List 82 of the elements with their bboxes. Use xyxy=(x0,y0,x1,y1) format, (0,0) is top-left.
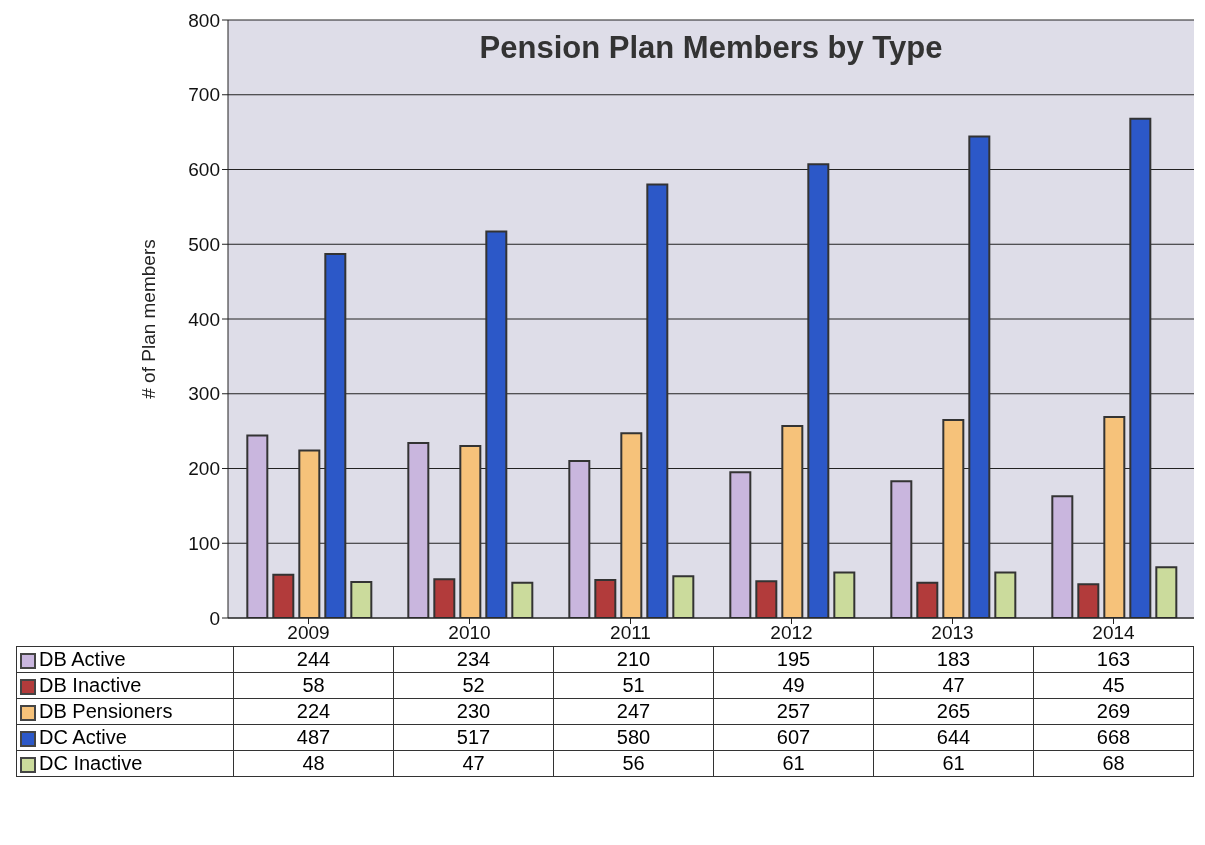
y-tick-label: 600 xyxy=(188,159,220,181)
bar xyxy=(1077,583,1100,618)
y-tick-label: 0 xyxy=(209,607,220,629)
data-label: 224 xyxy=(233,698,394,725)
data-label: 49 xyxy=(713,672,874,699)
data-label: 163 xyxy=(1033,646,1194,673)
x-tick-label: 2010 xyxy=(448,622,491,644)
bar xyxy=(916,581,939,618)
bar xyxy=(511,581,534,618)
bar xyxy=(1129,117,1152,618)
bar xyxy=(433,578,456,618)
data-label: 68 xyxy=(1033,750,1194,777)
y-axis-title: # of Plan members xyxy=(137,239,159,399)
y-tick-label: 200 xyxy=(188,458,220,480)
data-label: 234 xyxy=(393,646,554,673)
bar xyxy=(350,581,373,618)
data-label: 230 xyxy=(393,698,554,725)
chart-title: Pension Plan Members by Type xyxy=(478,30,944,66)
data-label: 247 xyxy=(553,698,714,725)
data-label: 183 xyxy=(873,646,1034,673)
data-label: 487 xyxy=(233,724,394,751)
bar xyxy=(646,183,669,618)
legend-label: DB Active xyxy=(16,646,234,673)
y-tick-label: 800 xyxy=(188,9,220,31)
data-label: 265 xyxy=(873,698,1034,725)
bar xyxy=(324,252,347,618)
bar xyxy=(407,442,430,618)
data-label: 210 xyxy=(553,646,714,673)
y-tick-label: 400 xyxy=(188,308,220,330)
data-label: 61 xyxy=(713,750,874,777)
bar xyxy=(459,445,482,618)
x-tick-label: 2013 xyxy=(931,622,974,644)
y-tick-label: 300 xyxy=(188,383,220,405)
bar xyxy=(246,434,269,618)
bar xyxy=(755,580,778,618)
bar xyxy=(1051,495,1074,618)
bar xyxy=(729,471,752,618)
data-label: 195 xyxy=(713,646,874,673)
data-label: 58 xyxy=(233,672,394,699)
bar xyxy=(968,135,991,618)
data-label: 48 xyxy=(233,750,394,777)
data-label: 47 xyxy=(873,672,1034,699)
legend-label: DC Inactive xyxy=(16,750,234,777)
bar xyxy=(833,571,856,618)
bar xyxy=(1155,566,1178,618)
bar xyxy=(994,571,1017,618)
data-label: 51 xyxy=(553,672,714,699)
data-label: 257 xyxy=(713,698,874,725)
bar xyxy=(620,432,643,618)
bar xyxy=(568,460,591,618)
data-label: 607 xyxy=(713,724,874,751)
data-label: 668 xyxy=(1033,724,1194,751)
data-label: 269 xyxy=(1033,698,1194,725)
data-label: 580 xyxy=(553,724,714,751)
data-label: 244 xyxy=(233,646,394,673)
bar xyxy=(672,575,695,618)
data-label: 56 xyxy=(553,750,714,777)
x-tick-label: 2012 xyxy=(770,622,813,644)
y-tick-label: 500 xyxy=(188,233,220,255)
x-tick-label: 2011 xyxy=(610,622,651,644)
legend-label: DB Pensioners xyxy=(16,698,234,725)
x-tick-label: 2014 xyxy=(1092,622,1136,644)
bar xyxy=(594,578,617,618)
y-tick-label: 700 xyxy=(188,84,220,106)
legend-label: DB Inactive xyxy=(16,672,234,699)
bar xyxy=(485,230,508,618)
data-label: 61 xyxy=(873,750,1034,777)
y-tick-label: 100 xyxy=(188,532,220,554)
data-label: 45 xyxy=(1033,672,1194,699)
data-label: 644 xyxy=(873,724,1034,751)
legend-label: DC Active xyxy=(16,724,234,751)
bar xyxy=(272,573,295,618)
x-tick-label: 2009 xyxy=(287,622,330,644)
bar xyxy=(781,424,804,618)
data-label: 47 xyxy=(393,750,554,777)
bar xyxy=(942,418,965,618)
bar xyxy=(890,480,913,618)
data-label: 52 xyxy=(393,672,554,699)
bar xyxy=(807,163,830,618)
bar xyxy=(1103,415,1126,618)
data-label: 517 xyxy=(393,724,554,751)
bar xyxy=(298,449,321,618)
